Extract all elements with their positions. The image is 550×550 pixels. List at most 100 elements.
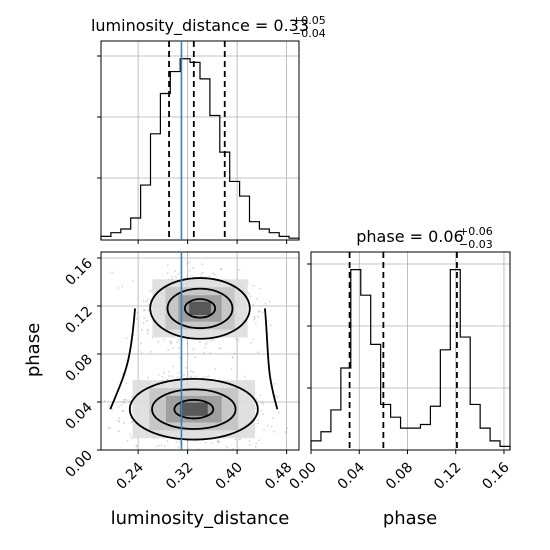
- scatter-point: [131, 396, 133, 399]
- scatter-point: [217, 441, 220, 443]
- scatter-point: [145, 300, 148, 303]
- x-tick-label: 0.24: [114, 459, 147, 492]
- scatter-point: [143, 317, 146, 319]
- scatter-point: [148, 303, 151, 306]
- scatter-point: [261, 402, 263, 404]
- scatter-point: [257, 422, 259, 425]
- scatter-point: [117, 287, 120, 289]
- scatter-point: [174, 270, 177, 272]
- scatter-point: [239, 439, 241, 441]
- scatter-point: [237, 339, 240, 341]
- scatter-point: [188, 260, 191, 263]
- scatter-point: [121, 410, 123, 413]
- scatter-point: [254, 446, 257, 448]
- contour-line: [128, 377, 259, 441]
- scatter-point: [147, 328, 149, 331]
- scatter-point: [131, 437, 133, 439]
- scatter-point: [264, 302, 267, 305]
- scatter-point: [171, 375, 174, 378]
- y-tick-label: 0.16: [62, 255, 95, 288]
- x-axis-label-luminosity-distance: luminosity_distance: [111, 508, 290, 529]
- scatter-point: [111, 271, 113, 274]
- scatter-point: [177, 346, 180, 349]
- scatter-point: [262, 403, 265, 405]
- scatter-point: [125, 399, 128, 401]
- scatter-point: [120, 285, 123, 288]
- scatter-point: [194, 375, 197, 378]
- scatter-point: [210, 339, 212, 342]
- scatter-point: [120, 404, 123, 406]
- y-tick-label: 0.00: [62, 448, 95, 481]
- scatter-point: [147, 376, 149, 379]
- contour-line: [264, 308, 279, 410]
- scatter-point: [239, 438, 241, 440]
- scatter-point: [186, 275, 189, 277]
- scatter-point: [258, 310, 261, 313]
- scatter-point: [175, 441, 178, 443]
- panel-frame: [310, 251, 511, 451]
- scatter-point: [278, 411, 280, 414]
- scatter-point: [161, 375, 164, 378]
- scatter-point: [235, 338, 238, 340]
- scatter-point: [262, 413, 265, 416]
- scatter-point: [209, 352, 212, 355]
- x-tick-label: 0.12: [431, 460, 464, 493]
- y-tick-label: 0.08: [62, 352, 95, 385]
- scatter-point: [205, 341, 208, 344]
- scatter-point: [263, 428, 265, 431]
- scatter-point: [135, 318, 138, 320]
- x-tick-label: 0.00: [286, 460, 319, 493]
- histogram-phase: 0.00 0.04 0.08 0.12 0.16: [286, 251, 513, 493]
- scatter-point: [254, 322, 257, 325]
- scatter-point: [175, 276, 177, 278]
- title-luminosity-distance-upper: +0.05: [292, 14, 326, 27]
- scatter-point: [255, 442, 258, 445]
- scatter-point: [158, 444, 161, 447]
- scatter-point: [183, 373, 185, 376]
- scatter-point: [276, 396, 279, 398]
- scatter-point: [205, 343, 207, 346]
- scatter-point: [124, 398, 126, 401]
- scatter-point: [107, 427, 110, 429]
- scatter-point: [192, 267, 195, 269]
- scatter-point: [257, 310, 260, 313]
- scatter-point: [167, 349, 170, 352]
- y-axis-label-phase: phase: [23, 323, 44, 377]
- scatter-point: [249, 295, 252, 298]
- scatter-point: [160, 444, 163, 447]
- scatter-point: [274, 395, 277, 397]
- scatter-point: [170, 340, 173, 343]
- scatter-point: [200, 273, 203, 275]
- x-tick-label: 0.16: [479, 459, 512, 492]
- scatter-point: [257, 419, 260, 422]
- scatter-point: [248, 293, 250, 295]
- scatter-point: [167, 371, 170, 373]
- y-tick-label: 0.12: [62, 304, 95, 337]
- scatter-point: [176, 376, 179, 379]
- scatter-point: [225, 445, 227, 448]
- contour-line: [183, 298, 217, 319]
- scatter-point: [146, 298, 149, 301]
- scatter-point: [261, 311, 264, 314]
- scatter-point: [286, 427, 288, 430]
- scatter-point: [142, 322, 145, 324]
- scatter-point: [128, 400, 131, 403]
- scatter-point: [142, 300, 145, 302]
- scatter-point: [111, 408, 113, 411]
- scatter-point: [253, 318, 255, 321]
- scatter-point: [248, 440, 251, 442]
- scatter-point: [257, 351, 260, 354]
- scatter-point: [147, 309, 150, 312]
- scatter-point: [259, 394, 262, 397]
- scatter-point: [202, 376, 205, 379]
- scatter-point: [136, 311, 139, 314]
- scatter-point: [169, 340, 172, 343]
- scatter-point: [170, 275, 173, 278]
- scatter-point: [122, 401, 125, 404]
- scatter-point: [252, 303, 255, 306]
- scatter-point: [140, 342, 142, 345]
- scatter-point: [243, 375, 246, 378]
- scatter-point: [284, 431, 287, 434]
- scatter-point: [176, 341, 179, 344]
- scatter-point: [212, 272, 214, 274]
